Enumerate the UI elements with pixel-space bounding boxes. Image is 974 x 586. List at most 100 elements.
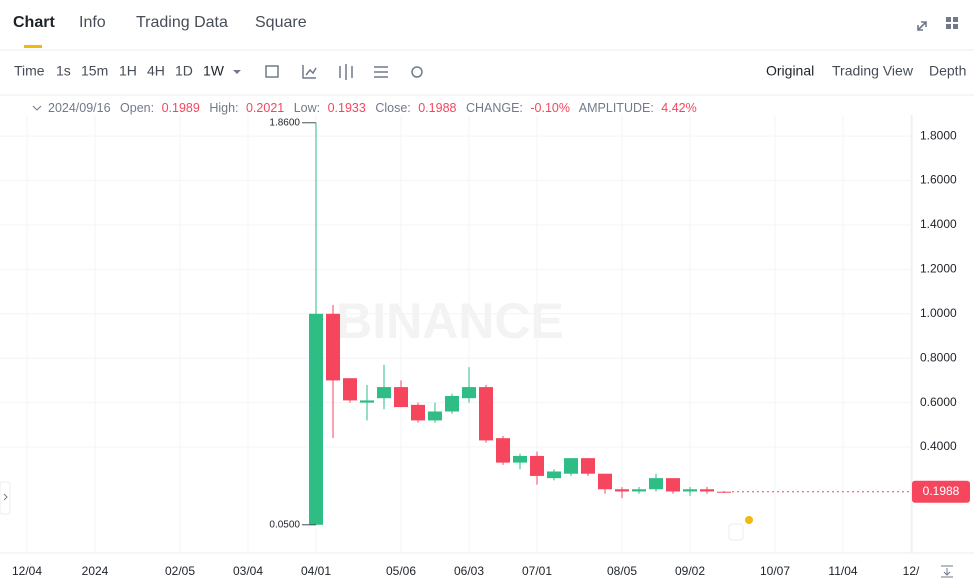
candle-body — [479, 387, 493, 441]
icon-cell — [946, 24, 951, 29]
candle-body — [445, 395, 459, 412]
y-tick-label: 0.6000 — [920, 395, 957, 409]
x-tick-label: 02/05 — [165, 564, 195, 578]
dropdown-arrow[interactable] — [233, 70, 241, 74]
collapse-arrow[interactable] — [32, 105, 42, 111]
interval[interactable]: 1H — [119, 63, 137, 79]
x-tick-label: 03/04 — [233, 564, 263, 578]
interval[interactable]: 15m — [81, 63, 108, 79]
active-tab-indicator — [24, 45, 42, 48]
candle-body — [377, 387, 391, 399]
list-icon[interactable] — [374, 66, 388, 78]
candle-body — [394, 387, 408, 408]
annotation-label: 0.0500 — [269, 519, 300, 530]
last-price-label: 0.1988 — [923, 484, 960, 498]
candle-body — [462, 387, 476, 399]
y-tick-label: 0.4000 — [920, 439, 957, 453]
info-value: -0.10% — [530, 101, 570, 115]
notice-icon — [728, 523, 744, 541]
candle-body — [547, 471, 561, 479]
info-value: 0.1988 — [418, 101, 456, 115]
candle-body — [326, 313, 340, 381]
info-label: CHANGE: — [466, 101, 523, 115]
candle-body — [496, 438, 510, 463]
candle-body — [564, 458, 578, 474]
candle-body — [683, 489, 697, 492]
x-tick-label: 07/01 — [522, 564, 552, 578]
x-tick-label: 2024 — [82, 564, 109, 578]
candle-body — [513, 455, 527, 463]
info-value: 0.2021 — [246, 101, 284, 115]
side-toggle[interactable] — [0, 481, 11, 515]
y-tick-label: 1.2000 — [920, 262, 957, 276]
icon-cell — [953, 17, 958, 22]
interval[interactable]: 1D — [175, 63, 193, 79]
candle-body — [666, 478, 680, 492]
info-label: High: — [209, 101, 238, 115]
y-tick-label: 1.4000 — [920, 217, 957, 231]
interval[interactable]: 1W — [203, 63, 225, 79]
y-tick-label: 1.0000 — [920, 306, 957, 320]
x-tick-label: 10/07 — [760, 564, 790, 578]
x-tick-label: 11/04 — [828, 564, 857, 578]
icon-cell — [946, 17, 951, 22]
x-tick-label: 08/05 — [607, 564, 637, 578]
info-label: AMPLITUDE: — [579, 101, 654, 115]
calendar-icon[interactable] — [265, 65, 279, 78]
candle-body — [700, 489, 714, 492]
candle-body — [309, 313, 323, 525]
tab[interactable]: Info — [79, 14, 106, 31]
x-tick-label: 12/ — [903, 564, 920, 578]
candle-body — [428, 411, 442, 421]
candle-body — [343, 378, 357, 401]
y-tick-label: 1.6000 — [920, 173, 957, 187]
candle-body — [360, 400, 374, 403]
candle-icon[interactable] — [339, 64, 353, 80]
side-toggle-arrow — [3, 493, 8, 501]
x-tick-label: 12/04 — [12, 564, 42, 578]
view-option[interactable]: Original — [766, 63, 814, 79]
interval[interactable]: 1s — [56, 63, 71, 79]
watermark: BINANCE — [336, 293, 564, 349]
info-label: Close: — [375, 101, 410, 115]
x-tick-label: 06/03 — [454, 564, 484, 578]
expand-icon-path — [917, 21, 927, 31]
tab[interactable]: Chart — [13, 14, 55, 31]
tab[interactable]: Square — [255, 14, 307, 31]
info-value: 0.1989 — [162, 101, 200, 115]
view-option[interactable]: Depth — [929, 63, 966, 79]
interval[interactable]: 4H — [147, 63, 165, 79]
info-date: 2024/09/16 — [48, 101, 111, 115]
y-tick-label: 1.8000 — [920, 128, 957, 142]
settings-icon[interactable] — [411, 66, 423, 78]
candle-body — [649, 478, 663, 490]
y-tick-label: 0.8000 — [920, 350, 957, 364]
plot: 0.4000 0.6000 0.8000 1.0000 1.2000 1.4000 1.60… — [0, 115, 970, 578]
view-option[interactable]: Trading View — [832, 63, 914, 79]
candle-body — [411, 404, 425, 421]
notice-dot — [745, 516, 753, 524]
toolbar-icons — [265, 64, 423, 80]
candle-body — [615, 489, 629, 492]
x-tick-label: 09/02 — [675, 564, 705, 578]
last-price-tag — [912, 480, 970, 503]
indicator-icon[interactable] — [302, 65, 317, 79]
expand-icon[interactable] — [917, 21, 927, 31]
tab[interactable]: Trading Data — [136, 14, 228, 31]
candle-body — [632, 489, 646, 492]
scale-icon[interactable] — [941, 565, 953, 578]
candle-body — [598, 473, 612, 490]
info-value: 0.1933 — [328, 101, 366, 115]
info-value: 4.42% — [661, 101, 696, 115]
annotation-label: 1.8600 — [269, 117, 300, 128]
x-tick-label: 05/06 — [386, 564, 416, 578]
info-label: Low: — [294, 101, 320, 115]
ohlc-info: 2024/09/16 Open: 0.1989 High: 0.2021 Low… — [48, 101, 697, 115]
icon-cell — [953, 24, 958, 29]
layout-icon[interactable] — [946, 17, 958, 29]
candle-body — [581, 458, 595, 474]
x-tick-label: 04/01 — [301, 564, 331, 578]
interval[interactable]: Time — [14, 63, 45, 79]
